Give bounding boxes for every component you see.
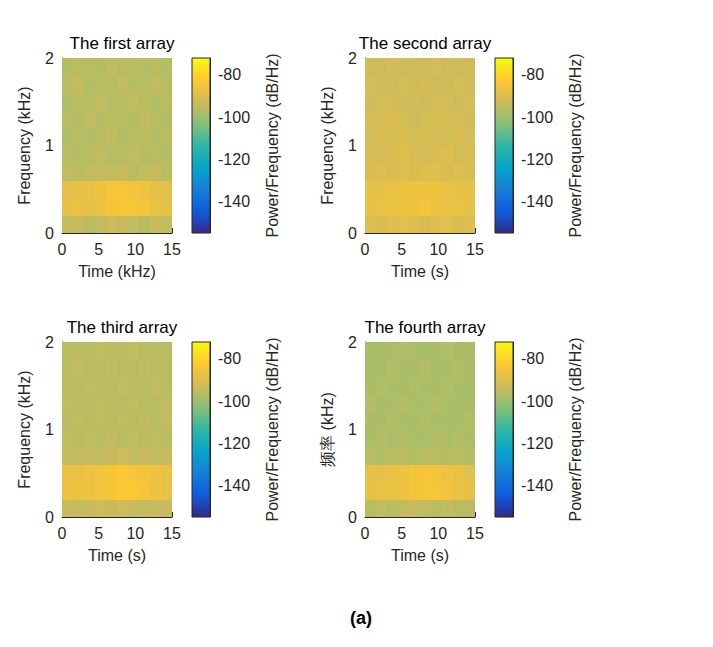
svg-text:15: 15 bbox=[163, 525, 181, 542]
svg-text:-80: -80 bbox=[218, 66, 241, 83]
svg-text:The third array: The third array bbox=[67, 318, 178, 337]
svg-text:Frequency (kHz): Frequency (kHz) bbox=[319, 86, 336, 204]
svg-text:Time (kHz): Time (kHz) bbox=[78, 263, 156, 280]
svg-text:15: 15 bbox=[466, 241, 484, 258]
svg-text:-120: -120 bbox=[521, 151, 553, 168]
svg-text:1: 1 bbox=[45, 421, 54, 438]
svg-text:10: 10 bbox=[429, 525, 447, 542]
svg-text:-120: -120 bbox=[521, 435, 553, 452]
svg-text:2: 2 bbox=[45, 50, 54, 67]
svg-text:15: 15 bbox=[466, 525, 484, 542]
svg-text:-140: -140 bbox=[218, 193, 250, 210]
svg-text:0: 0 bbox=[348, 225, 357, 242]
svg-text:10: 10 bbox=[126, 525, 144, 542]
svg-text:-140: -140 bbox=[521, 193, 553, 210]
svg-text:0: 0 bbox=[45, 509, 54, 526]
svg-text:Frequency (kHz): Frequency (kHz) bbox=[16, 86, 33, 204]
svg-text:-80: -80 bbox=[521, 350, 544, 367]
svg-text:Frequency (kHz): Frequency (kHz) bbox=[16, 370, 33, 488]
svg-text:-100: -100 bbox=[218, 109, 250, 126]
svg-text:2: 2 bbox=[348, 50, 357, 67]
svg-text:The second array: The second array bbox=[359, 34, 492, 53]
svg-text:0: 0 bbox=[45, 225, 54, 242]
svg-text:2: 2 bbox=[348, 334, 357, 351]
svg-text:-80: -80 bbox=[218, 350, 241, 367]
svg-text:5: 5 bbox=[397, 241, 406, 258]
svg-text:-140: -140 bbox=[521, 477, 553, 494]
svg-text:2: 2 bbox=[45, 334, 54, 351]
svg-text:The fourth array: The fourth array bbox=[365, 318, 486, 337]
svg-text:Time (s): Time (s) bbox=[391, 263, 449, 280]
svg-text:Power/Frequency (dB/Hz): Power/Frequency (dB/Hz) bbox=[567, 337, 584, 521]
svg-text:-120: -120 bbox=[218, 151, 250, 168]
svg-text:(a): (a) bbox=[350, 608, 372, 628]
svg-text:Power/Frequency (dB/Hz): Power/Frequency (dB/Hz) bbox=[567, 53, 584, 237]
svg-text:0: 0 bbox=[361, 525, 370, 542]
svg-text:0: 0 bbox=[58, 525, 67, 542]
svg-text:1: 1 bbox=[45, 137, 54, 154]
svg-text:15: 15 bbox=[163, 241, 181, 258]
svg-text:Power/Frequency (dB/Hz): Power/Frequency (dB/Hz) bbox=[264, 337, 281, 521]
svg-text:0: 0 bbox=[348, 509, 357, 526]
svg-text:5: 5 bbox=[94, 525, 103, 542]
svg-text:1: 1 bbox=[348, 421, 357, 438]
svg-text:0: 0 bbox=[58, 241, 67, 258]
svg-text:0: 0 bbox=[361, 241, 370, 258]
svg-text:-100: -100 bbox=[521, 109, 553, 126]
svg-text:-120: -120 bbox=[218, 435, 250, 452]
svg-text:Power/Frequency (dB/Hz): Power/Frequency (dB/Hz) bbox=[264, 53, 281, 237]
svg-text:10: 10 bbox=[429, 241, 447, 258]
svg-text:5: 5 bbox=[94, 241, 103, 258]
svg-text:-100: -100 bbox=[218, 393, 250, 410]
svg-text:Time (s): Time (s) bbox=[391, 547, 449, 564]
svg-text:10: 10 bbox=[126, 241, 144, 258]
svg-text:The first array: The first array bbox=[70, 34, 175, 53]
svg-text:-100: -100 bbox=[521, 393, 553, 410]
svg-text:Time (s): Time (s) bbox=[88, 547, 146, 564]
svg-text:1: 1 bbox=[348, 137, 357, 154]
svg-text:5: 5 bbox=[397, 525, 406, 542]
svg-text:频率 (kHz): 频率 (kHz) bbox=[319, 392, 336, 467]
svg-text:-140: -140 bbox=[218, 477, 250, 494]
svg-text:-80: -80 bbox=[521, 66, 544, 83]
